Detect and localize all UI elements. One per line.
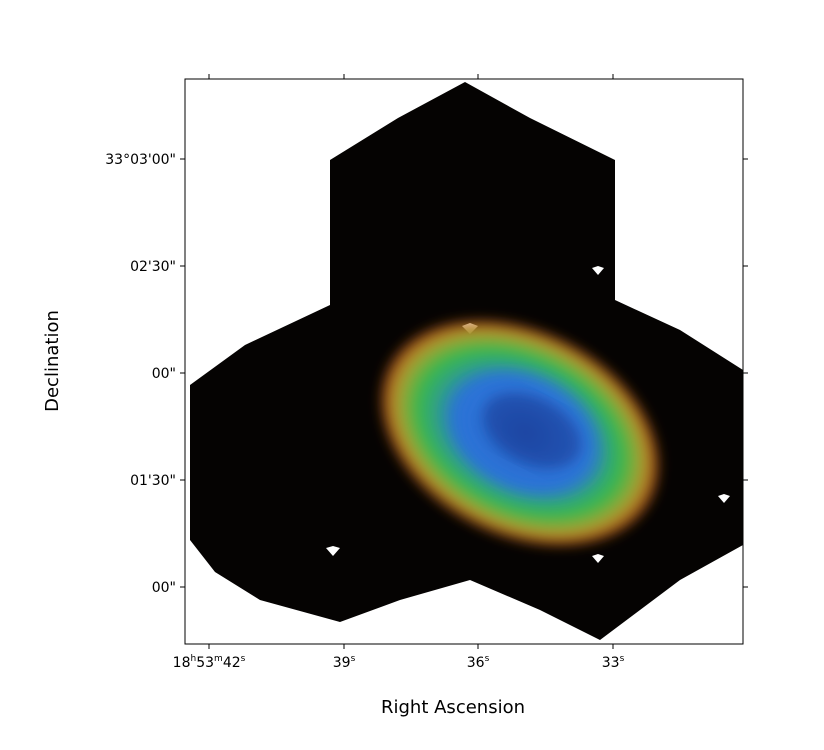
mosaic-gap — [592, 554, 604, 563]
x-tick-label-1: 39s — [333, 654, 356, 671]
y-tick-label: 02'30" — [130, 259, 176, 275]
x-tick-label-2: 36s — [467, 654, 490, 671]
x-tick-labels: 18h53m42s 39s 36s 33s — [173, 654, 625, 671]
y-tick-label: 00" — [152, 580, 176, 596]
x-tick-label-0: 18h53m42s — [173, 654, 246, 671]
mosaic-gap — [326, 546, 340, 556]
y-tick-marks — [180, 158, 748, 588]
x-axis-label: Right Ascension — [381, 697, 525, 718]
y-axis-label: Declination — [42, 310, 63, 412]
nebula-image — [190, 82, 743, 640]
axes-frame — [184, 78, 744, 645]
nebula-ring — [378, 318, 662, 548]
y-tick-label: 33°03'00" — [105, 152, 176, 168]
mosaic-gap — [718, 494, 730, 503]
x-tick-label-3: 33s — [602, 654, 625, 671]
y-tick-label: 01'30" — [130, 473, 176, 489]
y-tick-label: 00" — [152, 366, 176, 382]
x-tick-marks — [208, 74, 614, 649]
y-tick-labels: 33°03'00" 02'30" 00" 01'30" 00" — [105, 152, 176, 596]
mosaic-gap — [592, 266, 604, 275]
